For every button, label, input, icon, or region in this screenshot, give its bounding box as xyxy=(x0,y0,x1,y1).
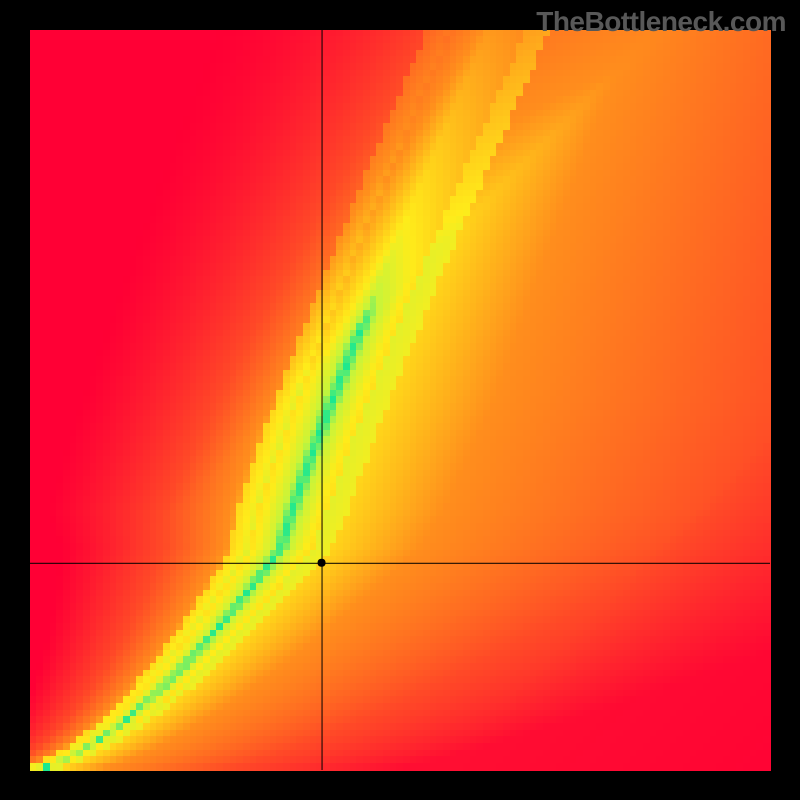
watermark-text: TheBottleneck.com xyxy=(536,6,786,38)
chart-container: TheBottleneck.com xyxy=(0,0,800,800)
bottleneck-heatmap xyxy=(0,0,800,800)
